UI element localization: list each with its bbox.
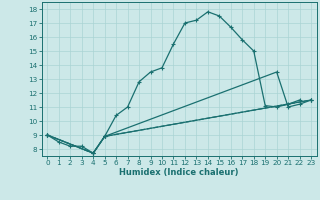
X-axis label: Humidex (Indice chaleur): Humidex (Indice chaleur) <box>119 168 239 177</box>
